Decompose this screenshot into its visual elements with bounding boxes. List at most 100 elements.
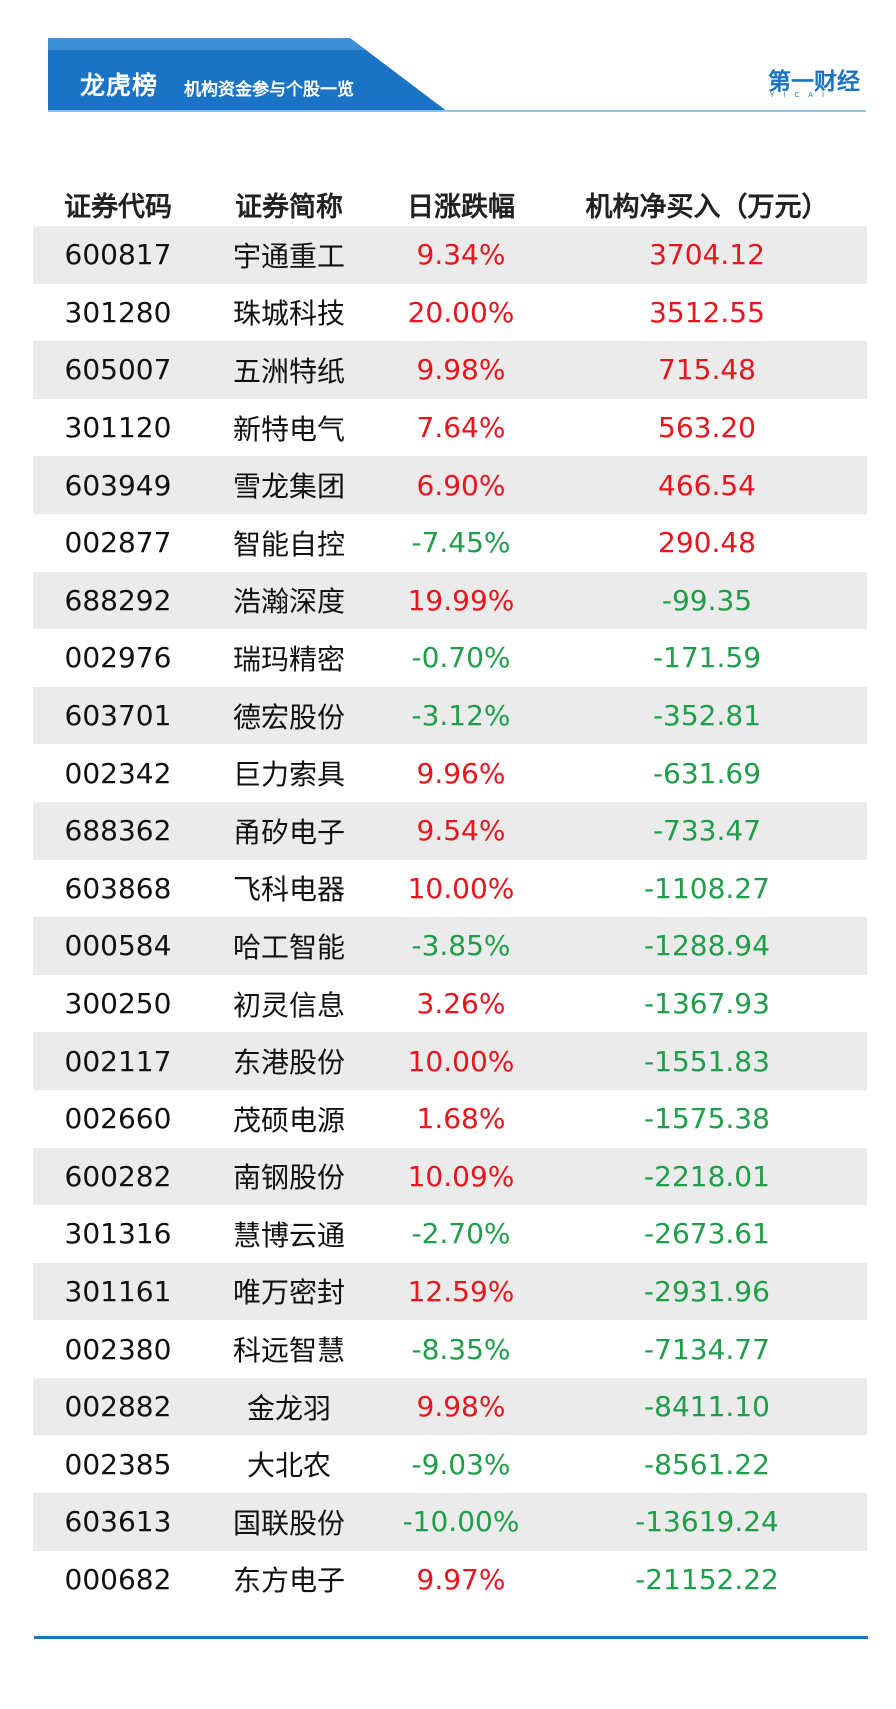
cell-code: 603701 bbox=[33, 686, 203, 745]
cell-code: 002380 bbox=[64, 1332, 172, 1366]
cell-net-buy: -8561.22 bbox=[644, 1447, 770, 1481]
header-banner: 龙虎榜 机构资金参与个股一览 bbox=[48, 38, 488, 112]
cell-net-buy: -21152.22 bbox=[635, 1562, 779, 1596]
table-row: 300250 初灵信息 3.26% -1367.93 bbox=[33, 975, 867, 1033]
table-row: 600817 宇通重工 9.34% 3704.12 bbox=[33, 226, 867, 284]
cell-net-buy: -1288.94 bbox=[547, 917, 867, 975]
table-row: 603949 雪龙集团 6.90% 466.54 bbox=[33, 456, 867, 514]
cell-change: -0.70% bbox=[411, 641, 511, 675]
cell-name: 金龙羽 bbox=[203, 1377, 375, 1436]
cell-net-buy: -1367.93 bbox=[644, 987, 770, 1021]
table-row: 000682 东方电子 9.97% -21152.22 bbox=[33, 1551, 867, 1609]
table-body: 600817 宇通重工 9.34% 3704.12 301280 珠城科技 20.00% 35… bbox=[33, 226, 867, 1608]
institution-table: 证券代码 证券简称 日涨跌幅 机构净买入（万元） 600817 宇通重工 9.34%… bbox=[33, 182, 867, 1608]
table-row: 301280 珠城科技 20.00% 3512.55 bbox=[33, 284, 867, 342]
cell-code: 301316 bbox=[64, 1217, 172, 1251]
cell-code: 000682 bbox=[64, 1562, 172, 1596]
cell-name: 哈工智能 bbox=[203, 917, 375, 975]
cell-code: 688362 bbox=[33, 801, 203, 860]
table-row: 002877 智能自控 -7.45% 290.48 bbox=[33, 514, 867, 572]
table-row: 000584 哈工智能 -3.85% -1288.94 bbox=[33, 917, 867, 975]
column-header-net-buy: 机构净买入（万元） bbox=[585, 191, 829, 223]
yicai-logo: 第一财经 YICAI bbox=[768, 62, 864, 102]
cell-code: 603613 bbox=[33, 1493, 203, 1551]
cell-code: 605007 bbox=[33, 341, 203, 399]
banner-title: 龙虎榜 bbox=[80, 71, 159, 100]
cell-change: -3.85% bbox=[375, 917, 547, 975]
cell-net-buy: -13619.24 bbox=[547, 1493, 867, 1551]
cell-net-buy: -171.59 bbox=[652, 641, 762, 675]
cell-name: 宇通重工 bbox=[203, 226, 375, 284]
cell-net-buy: -7134.77 bbox=[644, 1332, 770, 1366]
table-row: 002385 大北农 -9.03% -8561.22 bbox=[33, 1435, 867, 1493]
cell-name: 浩瀚深度 bbox=[203, 571, 375, 630]
cell-code: 000584 bbox=[33, 917, 203, 975]
cell-code: 301161 bbox=[33, 1262, 203, 1321]
cell-name: 甬矽电子 bbox=[203, 801, 375, 860]
cell-name: 东港股份 bbox=[203, 1032, 375, 1090]
cell-change: 9.98% bbox=[375, 1377, 547, 1436]
cell-name: 科远智慧 bbox=[232, 1334, 345, 1368]
cell-code: 603949 bbox=[33, 456, 203, 514]
header-divider bbox=[48, 110, 866, 112]
cell-name: 智能自控 bbox=[232, 527, 345, 561]
table-row: 301161 唯万密封 12.59% -2931.96 bbox=[33, 1262, 867, 1321]
cell-name: 德宏股份 bbox=[203, 686, 375, 745]
cell-name: 南钢股份 bbox=[203, 1147, 375, 1206]
cell-name: 新特电气 bbox=[232, 412, 345, 446]
table-row: 603701 德宏股份 -3.12% -352.81 bbox=[33, 686, 867, 745]
table-header-row: 证券代码 证券简称 日涨跌幅 机构净买入（万元） bbox=[33, 182, 867, 226]
table-row: 002882 金龙羽 9.98% -8411.10 bbox=[33, 1377, 867, 1436]
column-header-code: 证券代码 bbox=[64, 191, 172, 223]
cell-code: 002877 bbox=[64, 526, 172, 560]
banner-subtitle: 机构资金参与个股一览 bbox=[184, 80, 354, 100]
cell-change: 9.54% bbox=[375, 801, 547, 860]
cell-change: 6.90% bbox=[375, 456, 547, 514]
cell-change: 9.96% bbox=[416, 756, 506, 790]
table-row: 600282 南钢股份 10.09% -2218.01 bbox=[33, 1147, 867, 1206]
cell-change: -3.12% bbox=[375, 686, 547, 745]
cell-name: 初灵信息 bbox=[232, 988, 345, 1022]
cell-code: 300250 bbox=[64, 987, 172, 1021]
cell-name: 珠城科技 bbox=[232, 297, 345, 331]
table-row: 002117 东港股份 10.00% -1551.83 bbox=[33, 1032, 867, 1090]
column-header-name: 证券简称 bbox=[235, 191, 343, 223]
banner-shape bbox=[48, 38, 448, 112]
cell-change: -8.35% bbox=[411, 1332, 511, 1366]
cell-change: 3.26% bbox=[416, 987, 506, 1021]
cell-code: 002342 bbox=[64, 756, 172, 790]
cell-net-buy: -8411.10 bbox=[547, 1377, 867, 1436]
cell-change: -9.03% bbox=[411, 1447, 511, 1481]
cell-code: 688292 bbox=[33, 571, 203, 630]
cell-net-buy: -2673.61 bbox=[644, 1217, 770, 1251]
cell-change: 9.34% bbox=[375, 226, 547, 284]
cell-net-buy: -2931.96 bbox=[547, 1262, 867, 1321]
cell-change: 20.00% bbox=[407, 295, 515, 329]
cell-name: 五洲特纸 bbox=[203, 341, 375, 399]
cell-net-buy: -1551.83 bbox=[547, 1032, 867, 1090]
column-header-change: 日涨跌幅 bbox=[407, 191, 515, 223]
cell-net-buy: -1575.38 bbox=[644, 1102, 770, 1136]
cell-code: 600282 bbox=[33, 1147, 203, 1206]
table-row: 688362 甬矽电子 9.54% -733.47 bbox=[33, 801, 867, 860]
cell-change: 9.97% bbox=[416, 1562, 506, 1596]
cell-change: -10.00% bbox=[375, 1493, 547, 1551]
cell-name: 瑞玛精密 bbox=[232, 642, 345, 676]
cell-net-buy: -2218.01 bbox=[547, 1147, 867, 1206]
cell-change: -7.45% bbox=[411, 526, 511, 560]
table-row: 002342 巨力索具 9.96% -631.69 bbox=[33, 744, 867, 802]
cell-name: 大北农 bbox=[246, 1449, 331, 1483]
table-row: 002380 科远智慧 -8.35% -7134.77 bbox=[33, 1320, 867, 1378]
cell-net-buy: 715.48 bbox=[547, 341, 867, 399]
cell-name: 飞科电器 bbox=[232, 873, 345, 907]
cell-name: 雪龙集团 bbox=[203, 456, 375, 514]
cell-code: 002117 bbox=[33, 1032, 203, 1090]
cell-net-buy: 3704.12 bbox=[547, 226, 867, 284]
cell-change: 7.64% bbox=[416, 411, 506, 445]
cell-change: 12.59% bbox=[375, 1262, 547, 1321]
table-row: 688292 浩瀚深度 19.99% -99.35 bbox=[33, 571, 867, 630]
cell-change: 1.68% bbox=[416, 1102, 506, 1136]
cell-code: 301120 bbox=[64, 411, 172, 445]
cell-net-buy: -733.47 bbox=[547, 801, 867, 860]
cell-code: 002976 bbox=[64, 641, 172, 675]
